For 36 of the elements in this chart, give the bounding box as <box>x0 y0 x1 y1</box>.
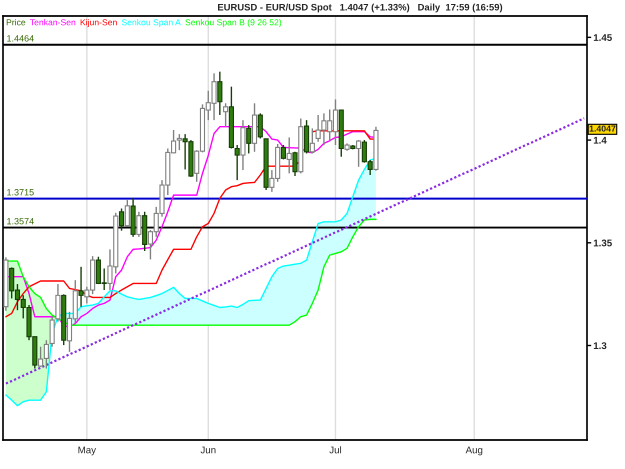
candlestick <box>55 283 61 322</box>
candlestick <box>258 112 263 140</box>
candlestick <box>234 144 240 181</box>
text: Senkou Span A <box>122 19 181 28</box>
ref-line-label: 1.4464 <box>7 35 34 42</box>
candlestick <box>136 211 142 238</box>
candlestick <box>246 124 252 154</box>
x-tick-label: Jun <box>200 446 216 454</box>
candlestick <box>310 128 315 154</box>
candlestick <box>217 70 222 116</box>
candlestick <box>118 208 124 232</box>
candlestick <box>50 315 55 348</box>
ref-line-label: 1.3574 <box>7 218 34 224</box>
candlestick <box>356 139 362 168</box>
y-tick-label: 1.3 <box>594 342 606 350</box>
y-axis-title: Price <box>6 19 26 26</box>
candlestick <box>78 266 84 308</box>
text: Kijun-Sen <box>80 19 117 28</box>
y-tick-label: 1.35 <box>594 240 612 246</box>
ref-line-label: 1.3715 <box>7 189 34 196</box>
y-tick-label: 1.45 <box>594 34 612 41</box>
x-tick-label: Jul <box>329 446 342 454</box>
text: Tenkan-Sen <box>30 19 76 26</box>
candlestick <box>223 102 228 128</box>
candlestick <box>280 144 286 160</box>
candlestick <box>124 199 130 228</box>
candlestick <box>292 151 298 177</box>
y-tick-label: 1.4 <box>594 136 607 144</box>
line-series <box>4 117 586 385</box>
chart-title: EURUSD - EUR/USD Spot 1.4047 (+1.33%) Daily 17:59 (16:59) <box>218 4 502 12</box>
candlestick <box>176 133 182 151</box>
text: Senkou Span B (9 26 52) <box>185 19 282 28</box>
candlestick <box>286 136 292 174</box>
x-tick-label: May <box>78 446 96 456</box>
annotation: 1.4047 <box>590 125 616 132</box>
x-tick-label: Aug <box>466 446 482 456</box>
